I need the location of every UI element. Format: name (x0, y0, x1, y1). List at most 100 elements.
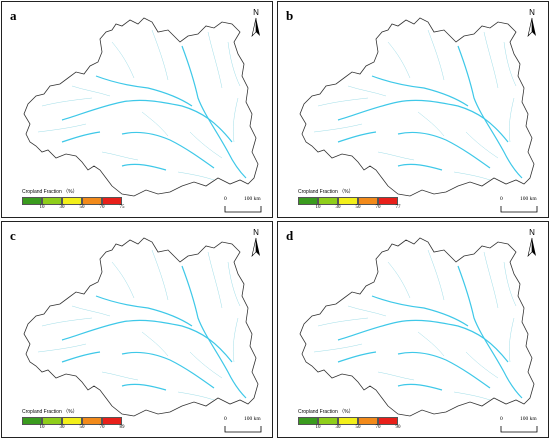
north-arrow-icon (251, 17, 260, 37)
legend-tick: 50 (355, 425, 361, 430)
north-arrow-icon (251, 237, 260, 257)
region-map (299, 17, 535, 197)
region-map (299, 237, 535, 417)
legend-max-tick: 89 (119, 425, 125, 430)
map-panel-b: b N Cropland Fraction （%） 10 30 50 70 77 0 1… (277, 1, 549, 218)
legend-tick: 10 (315, 425, 321, 430)
legend-color-bar (22, 417, 122, 425)
legend-swatch-2 (318, 197, 338, 205)
legend-color-bar (298, 417, 398, 425)
map-panel-a: a N Cropland Fraction （%） 10 30 50 70 75 0 1… (1, 1, 273, 218)
scale-zero-label: 0 (500, 196, 503, 202)
legend-tick: 30 (335, 425, 341, 430)
legend-tick: 70 (99, 425, 105, 430)
legend-color-bar (298, 197, 398, 205)
region-map (23, 17, 259, 197)
main-rivers (61, 45, 247, 179)
tributary-streams (313, 29, 517, 181)
panel-letter: a (10, 8, 17, 23)
map-panel-d: d N Cropland Fraction （%） 10 30 50 70 90 0 1… (277, 221, 549, 438)
legend-tick: 70 (375, 425, 381, 430)
region-map (23, 237, 259, 417)
region-boundary (299, 237, 535, 417)
tributary-streams (37, 29, 241, 181)
main-rivers (337, 265, 523, 399)
region-boundary (23, 237, 259, 417)
scale-zero-label: 0 (500, 416, 503, 422)
north-arrow: N (522, 8, 542, 38)
region-boundary (299, 17, 535, 197)
map-panel-c: c N Cropland Fraction （%） 10 30 50 70 89 0 1… (1, 221, 273, 438)
scale-distance-label: 100 km (520, 196, 537, 202)
scale-bar-line (500, 426, 538, 433)
legend-swatch-3 (338, 417, 358, 425)
tributary-streams (313, 249, 517, 401)
legend-swatch-2 (42, 417, 62, 425)
legend-max-tick: 77 (395, 205, 401, 210)
legend-swatch-4 (358, 197, 378, 205)
north-arrow: N (246, 8, 266, 38)
legend-swatch-5 (378, 417, 398, 425)
legend-ticks: 10 30 50 70 77 (298, 205, 401, 212)
scale-bar-line (224, 206, 262, 213)
scale-bar: 0 100 km (224, 196, 266, 216)
panel-letter: b (286, 8, 294, 23)
legend-swatch-4 (82, 197, 102, 205)
panel-letter: c (10, 228, 16, 243)
north-label: N (529, 228, 535, 237)
scale-zero-label: 0 (224, 196, 227, 202)
legend-tick: 70 (375, 205, 381, 210)
north-label: N (253, 228, 259, 237)
legend-max-tick: 90 (395, 425, 401, 430)
legend-swatch-1 (22, 417, 42, 425)
legend-swatch-3 (338, 197, 358, 205)
legend-tick: 70 (99, 205, 105, 210)
legend-tick: 50 (79, 205, 85, 210)
legend-tick: 30 (335, 205, 341, 210)
legend-tick: 50 (79, 425, 85, 430)
legend-swatch-1 (298, 197, 318, 205)
legend-tick: 10 (315, 205, 321, 210)
legend-max-tick: 75 (119, 205, 125, 210)
legend-swatch-5 (102, 197, 122, 205)
north-arrow-icon (527, 17, 536, 37)
scale-bar: 0 100 km (500, 416, 542, 436)
legend: Cropland Fraction （%） 10 30 50 70 75 (22, 188, 125, 212)
legend-swatch-4 (358, 417, 378, 425)
legend-tick: 30 (59, 205, 65, 210)
legend-swatch-2 (42, 197, 62, 205)
legend-swatch-1 (22, 197, 42, 205)
north-arrow: N (246, 228, 266, 258)
legend-swatch-3 (62, 197, 82, 205)
legend-title: Cropland Fraction （%） (22, 189, 78, 195)
north-arrow: N (522, 228, 542, 258)
legend: Cropland Fraction （%） 10 30 50 70 77 (298, 188, 401, 212)
legend: Cropland Fraction （%） 10 30 50 70 89 (22, 408, 125, 432)
scale-bar-line (500, 206, 538, 213)
main-rivers (337, 45, 523, 179)
legend-title: Cropland Fraction （%） (298, 409, 354, 415)
legend-ticks: 10 30 50 70 75 (22, 205, 125, 212)
panel-letter: d (286, 228, 294, 243)
legend-tick: 30 (59, 425, 65, 430)
legend-swatch-3 (62, 417, 82, 425)
scale-bar: 0 100 km (500, 196, 542, 216)
legend-tick: 10 (39, 205, 45, 210)
scale-bar: 0 100 km (224, 416, 266, 436)
tributary-streams (37, 249, 241, 401)
north-label: N (529, 8, 535, 17)
legend-color-bar (22, 197, 122, 205)
north-label: N (253, 8, 259, 17)
legend-tick: 50 (355, 205, 361, 210)
legend: Cropland Fraction （%） 10 30 50 70 90 (298, 408, 401, 432)
legend-swatch-4 (82, 417, 102, 425)
legend-swatch-5 (102, 417, 122, 425)
main-rivers (61, 265, 247, 399)
legend-title: Cropland Fraction （%） (22, 409, 78, 415)
legend-swatch-2 (318, 417, 338, 425)
legend-title: Cropland Fraction （%） (298, 189, 354, 195)
legend-swatch-1 (298, 417, 318, 425)
legend-ticks: 10 30 50 70 89 (22, 425, 125, 432)
legend-tick: 10 (39, 425, 45, 430)
scale-distance-label: 100 km (244, 196, 261, 202)
